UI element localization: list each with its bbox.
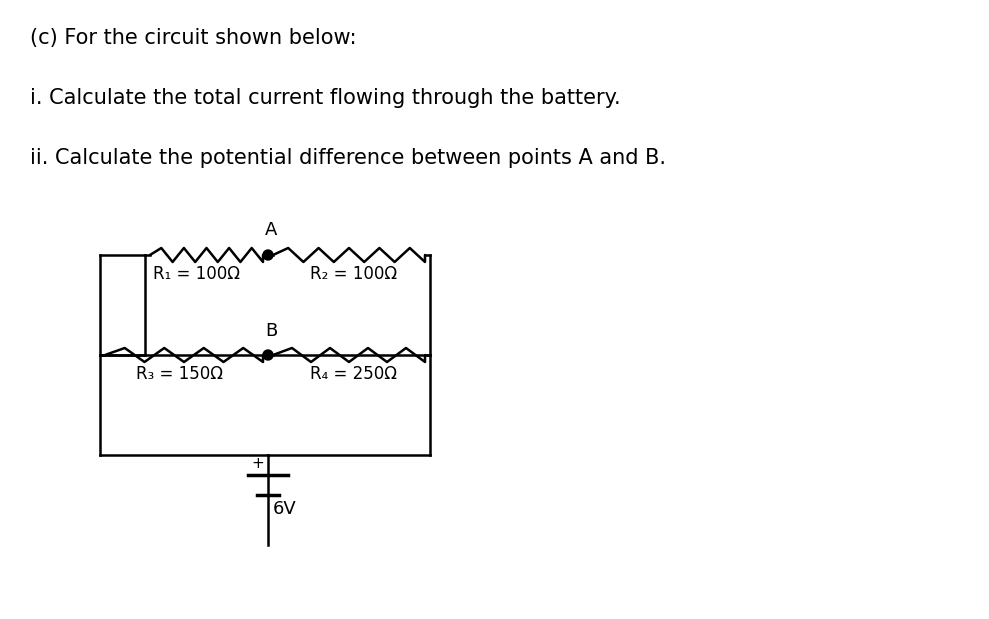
Text: R₃ = 150Ω: R₃ = 150Ω [135, 365, 223, 383]
Text: B: B [265, 322, 277, 340]
Text: R₁ = 100Ω: R₁ = 100Ω [153, 265, 240, 283]
Text: ii. Calculate the potential difference between points A and B.: ii. Calculate the potential difference b… [30, 148, 666, 168]
Text: i. Calculate the total current flowing through the battery.: i. Calculate the total current flowing t… [30, 88, 621, 108]
Circle shape [263, 250, 273, 260]
Circle shape [263, 350, 273, 360]
Text: A: A [265, 221, 277, 239]
Text: 6V: 6V [273, 500, 297, 518]
Text: (c) For the circuit shown below:: (c) For the circuit shown below: [30, 28, 356, 48]
Text: +: + [251, 456, 264, 471]
Text: R₂ = 100Ω: R₂ = 100Ω [311, 265, 398, 283]
Text: R₄ = 250Ω: R₄ = 250Ω [311, 365, 398, 383]
